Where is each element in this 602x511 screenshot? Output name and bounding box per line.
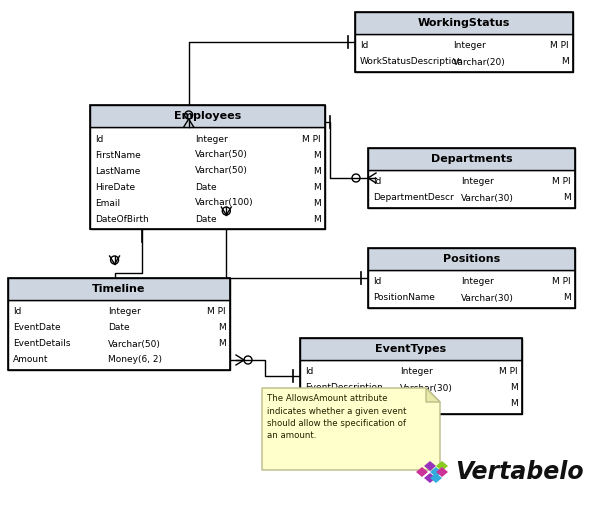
Text: M: M <box>563 293 571 303</box>
Text: Varchar(30): Varchar(30) <box>461 293 514 303</box>
Text: FirstName: FirstName <box>95 151 141 159</box>
Text: M PI: M PI <box>302 134 321 144</box>
Bar <box>368 148 575 170</box>
Text: M: M <box>313 215 321 223</box>
Text: EventDate: EventDate <box>13 323 61 333</box>
Text: Integer: Integer <box>461 177 494 187</box>
Text: HireDate: HireDate <box>95 182 135 192</box>
Polygon shape <box>426 388 440 402</box>
Bar <box>368 248 575 270</box>
Text: Id: Id <box>95 134 104 144</box>
Text: Id: Id <box>373 177 382 187</box>
Text: PositionName: PositionName <box>373 293 435 303</box>
Text: LastName: LastName <box>95 167 140 175</box>
Bar <box>8 278 230 370</box>
Text: Employees: Employees <box>174 111 241 121</box>
Bar <box>355 12 573 72</box>
Text: M PI: M PI <box>553 277 571 287</box>
Text: Money(6, 2): Money(6, 2) <box>108 356 162 364</box>
Text: M: M <box>561 58 569 66</box>
Text: Varchar(50): Varchar(50) <box>196 167 248 175</box>
Bar <box>300 338 522 360</box>
Bar <box>355 34 573 72</box>
Polygon shape <box>430 467 442 477</box>
Text: Id: Id <box>13 308 22 316</box>
Text: EventDescription: EventDescription <box>305 383 383 392</box>
Text: Id: Id <box>373 277 382 287</box>
Text: DateOfBirth: DateOfBirth <box>95 215 149 223</box>
Bar <box>368 270 575 308</box>
Text: M: M <box>510 383 518 392</box>
Text: AllowsAmount: AllowsAmount <box>305 400 370 408</box>
Text: M: M <box>563 194 571 202</box>
Text: M PI: M PI <box>500 367 518 377</box>
Text: Varchar(50): Varchar(50) <box>108 339 161 349</box>
Text: Date: Date <box>196 182 217 192</box>
Polygon shape <box>424 461 436 471</box>
Text: Timeline: Timeline <box>92 284 146 294</box>
Bar <box>368 170 575 208</box>
Text: Boolean: Boolean <box>400 400 436 408</box>
Text: M: M <box>313 182 321 192</box>
Text: Varchar(50): Varchar(50) <box>196 151 248 159</box>
Bar <box>300 338 522 414</box>
Text: M PI: M PI <box>550 41 569 51</box>
Bar <box>90 105 325 127</box>
Text: Id: Id <box>305 367 314 377</box>
Text: EventDetails: EventDetails <box>13 339 70 349</box>
Text: Varchar(20): Varchar(20) <box>453 58 506 66</box>
Text: Positions: Positions <box>443 254 500 264</box>
Polygon shape <box>416 467 428 477</box>
Bar <box>300 360 522 414</box>
Text: M: M <box>219 323 226 333</box>
Text: Email: Email <box>95 198 120 207</box>
Text: DepartmentDescr: DepartmentDescr <box>373 194 454 202</box>
Text: Integer: Integer <box>400 367 432 377</box>
Text: Varchar(30): Varchar(30) <box>461 194 514 202</box>
Text: Integer: Integer <box>108 308 140 316</box>
Text: M: M <box>510 400 518 408</box>
Text: M PI: M PI <box>553 177 571 187</box>
Text: Varchar(30): Varchar(30) <box>400 383 453 392</box>
Bar <box>8 300 230 370</box>
Text: EventTypes: EventTypes <box>376 344 447 354</box>
Bar <box>90 105 325 229</box>
Text: M: M <box>313 198 321 207</box>
Text: Integer: Integer <box>461 277 494 287</box>
Polygon shape <box>262 388 440 470</box>
Text: Amount: Amount <box>13 356 49 364</box>
Polygon shape <box>436 461 448 471</box>
Text: M PI: M PI <box>207 308 226 316</box>
Text: M: M <box>313 167 321 175</box>
Text: Integer: Integer <box>453 41 486 51</box>
Text: M: M <box>219 339 226 349</box>
Text: M: M <box>313 151 321 159</box>
Text: Date: Date <box>196 215 217 223</box>
Polygon shape <box>424 473 436 483</box>
Bar <box>355 12 573 34</box>
Text: Departments: Departments <box>430 154 512 164</box>
Text: Id: Id <box>360 41 368 51</box>
Text: WorkStatusDescription: WorkStatusDescription <box>360 58 464 66</box>
Text: WorkingStatus: WorkingStatus <box>418 18 510 28</box>
Polygon shape <box>430 473 442 483</box>
Bar <box>368 248 575 308</box>
Bar <box>8 278 230 300</box>
Text: Date: Date <box>108 323 129 333</box>
Bar <box>90 127 325 229</box>
Polygon shape <box>436 467 448 477</box>
Text: Vertabelo: Vertabelo <box>455 460 583 484</box>
Bar <box>368 148 575 208</box>
Text: The AllowsAmount attribute
indicates whether a given event
should allow the spec: The AllowsAmount attribute indicates whe… <box>267 394 406 440</box>
Text: Varchar(100): Varchar(100) <box>196 198 254 207</box>
Text: Integer: Integer <box>196 134 228 144</box>
